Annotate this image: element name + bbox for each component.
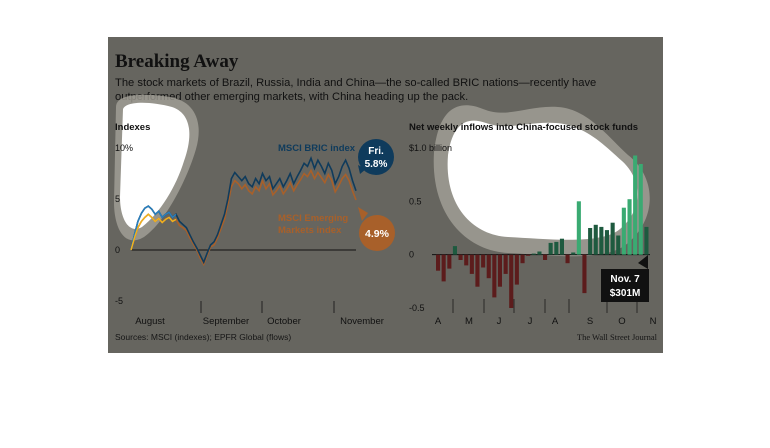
callout-value: $301M — [610, 288, 641, 299]
bric-end-pointer — [358, 165, 366, 174]
inflow-bar — [543, 254, 548, 260]
inflow-bar — [436, 254, 441, 271]
inflows-x-tick-label: J — [497, 316, 502, 327]
inflow-bar — [537, 251, 542, 255]
bric-end-value-label: 5.8% — [365, 159, 388, 170]
inflow-bar — [554, 241, 559, 255]
inflow-bar — [559, 238, 564, 255]
inflow-bar — [458, 254, 463, 260]
inflows-x-tick-label: J — [528, 316, 533, 327]
inflow-bar — [571, 252, 576, 255]
inflow-bar — [492, 254, 497, 298]
inflows-x-tick-label: A — [435, 316, 442, 327]
inflows-plot — [436, 155, 649, 308]
inflow-bar — [565, 254, 570, 264]
credit-note: The Wall Street Journal — [576, 332, 657, 342]
bric-series-label: MSCI BRIC index — [278, 143, 356, 154]
inflows-y-tick-label: -0.5 — [409, 303, 425, 313]
emerging-end-bubble — [359, 215, 395, 251]
inflow-bar — [638, 164, 643, 255]
inflow-bar — [497, 254, 502, 287]
indexes-x-tick-label: September — [203, 316, 249, 327]
inflow-bar — [627, 199, 632, 255]
inflow-bar — [469, 254, 474, 274]
inflow-bar — [447, 254, 452, 269]
inflows-callout: Nov. 7 $301M — [601, 255, 649, 302]
inflows-y-tick-label: 0.5 — [409, 196, 422, 206]
bric-end-day-label: Fri. — [368, 146, 384, 157]
inflows-x-tick-label: N — [650, 316, 657, 327]
indexes-x-axis: August September October November — [135, 301, 384, 327]
inflows-y-tick-label: $1.0 billion — [409, 143, 452, 153]
inflow-bar — [633, 155, 638, 255]
indexes-y-tick-label: 0 — [115, 245, 120, 255]
indexes-x-tick-label: August — [135, 316, 165, 327]
inflow-bar — [604, 230, 609, 255]
inflows-x-tick-label: S — [587, 316, 593, 327]
chart-figure: Breaking Away The stock markets of Brazi… — [108, 37, 663, 353]
indexes-y-tick-label: 5 — [115, 194, 120, 204]
inflow-bar — [509, 254, 514, 308]
figure-title: Breaking Away — [115, 51, 239, 72]
inflow-bar — [464, 254, 469, 266]
figure-subtitle: The stock markets of Brazil, Russia, Ind… — [115, 77, 597, 103]
charts-canvas: Indexes Net weekly inflows into China-fo… — [114, 94, 657, 327]
inflow-bar — [599, 226, 604, 255]
callout-date: Nov. 7 — [610, 274, 640, 285]
inflows-x-tick-label: A — [552, 316, 559, 327]
source-note: Sources: MSCI (indexes); EPFR Global (fl… — [115, 332, 292, 342]
inflows-chart-title: Net weekly inflows into China-focused st… — [409, 122, 638, 133]
emerging-end-pointer — [358, 207, 368, 221]
inflow-bar — [520, 254, 525, 264]
inflow-bar — [452, 246, 457, 255]
highlight-haze — [114, 94, 650, 257]
inflows-y-tick-label: 0 — [409, 250, 414, 260]
inflow-bar — [588, 228, 593, 255]
inflow-bar — [526, 254, 531, 256]
indexes-x-tick-label: November — [340, 316, 384, 327]
indexes-y-axis: 10% 5 0 -5 — [115, 143, 356, 306]
indexes-y-tick-label: -5 — [115, 296, 123, 306]
indexes-plot — [130, 155, 357, 267]
emerging-series-label-line2: Markets index — [278, 225, 342, 236]
inflow-bar — [621, 207, 626, 255]
series-line-highlight-emerging — [130, 213, 177, 251]
inflow-bar — [582, 254, 587, 294]
inflow-bar — [441, 254, 446, 282]
inflow-bar — [514, 254, 519, 285]
inflow-bar — [475, 254, 480, 287]
indexes-x-tick-label: October — [267, 316, 301, 327]
indexes-y-tick-label: 10% — [115, 143, 133, 153]
inflow-bar — [576, 201, 581, 255]
indexes-chart-title: Indexes — [115, 122, 150, 133]
inflow-bar — [616, 235, 621, 255]
inflow-bar — [610, 222, 615, 255]
bric-end-bubble — [358, 139, 394, 175]
inflows-x-tick-label: O — [618, 316, 625, 327]
inflow-bar — [481, 254, 486, 268]
inflow-bar — [644, 226, 649, 255]
callout-pointer — [638, 255, 648, 269]
inflow-bar — [531, 253, 536, 255]
inflow-bar — [486, 254, 491, 279]
inflows-x-tick-label: M — [465, 316, 473, 327]
emerging-end-value-label: 4.9% — [365, 228, 390, 240]
emerging-series-label-line1: MSCI Emerging — [278, 213, 348, 224]
inflow-bar — [503, 254, 508, 274]
inflow-bar — [548, 242, 553, 255]
series-line-highlight-bric — [130, 205, 177, 251]
callout-box — [601, 269, 649, 302]
inflow-bar — [593, 224, 598, 255]
